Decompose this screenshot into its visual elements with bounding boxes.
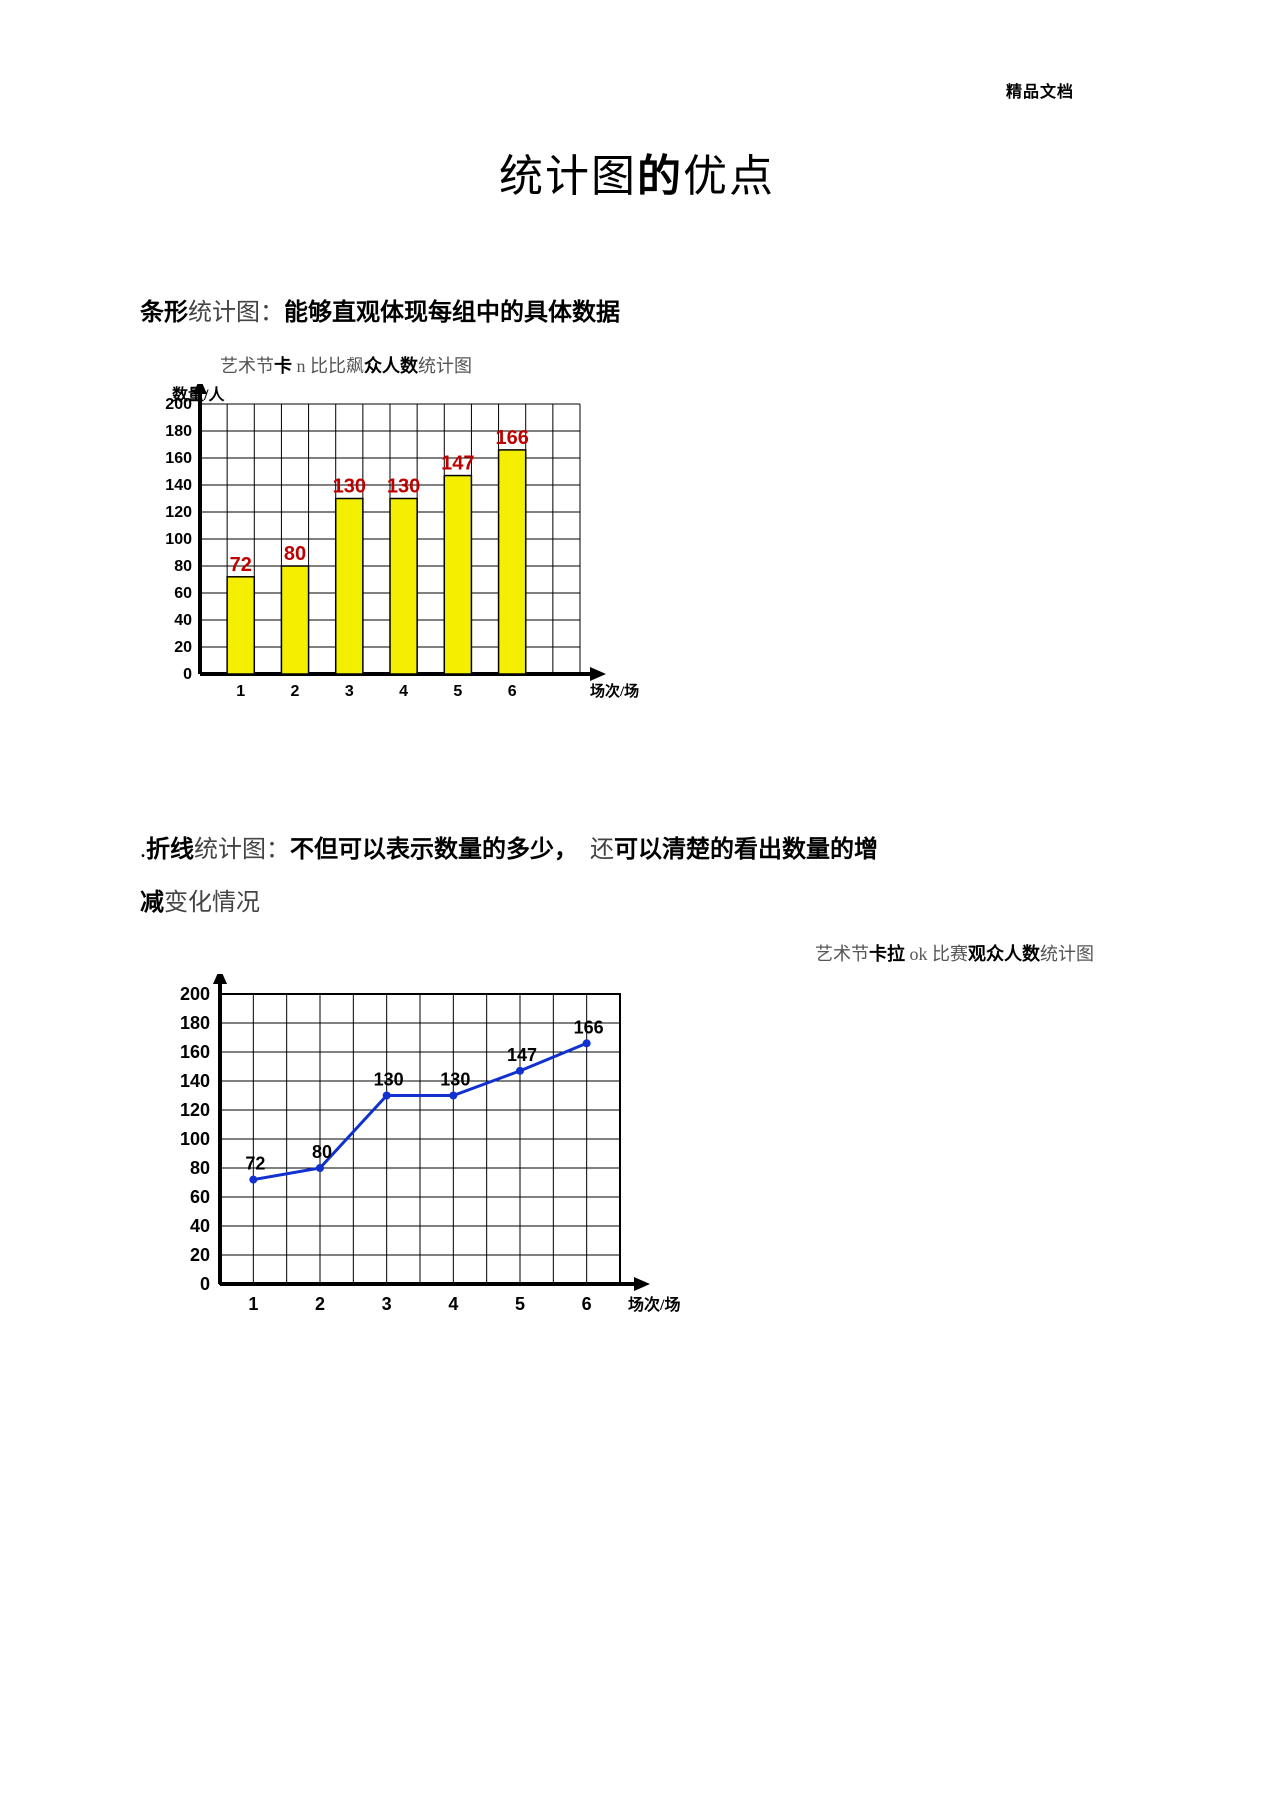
bar-chart: 020406080100120140160180200数量/人721802130… bbox=[140, 384, 660, 744]
svg-text:130: 130 bbox=[387, 476, 420, 498]
svg-text:0: 0 bbox=[200, 1274, 210, 1294]
svg-text:130: 130 bbox=[374, 1069, 404, 1089]
svg-text:场次/场: 场次/场 bbox=[590, 682, 639, 700]
section2-p6: 减 bbox=[140, 890, 164, 916]
svg-text:20: 20 bbox=[174, 639, 192, 656]
svg-text:140: 140 bbox=[180, 1071, 210, 1091]
line-chart-caption: 艺术节卡拉 ok 比赛观众人数统计图 bbox=[140, 940, 1094, 966]
svg-text:2: 2 bbox=[291, 683, 300, 700]
svg-text:0: 0 bbox=[183, 666, 192, 683]
svg-text:72: 72 bbox=[230, 554, 252, 576]
svg-text:80: 80 bbox=[174, 558, 192, 575]
line-caption-mid: ok 比赛 bbox=[905, 944, 968, 964]
svg-text:130: 130 bbox=[440, 1069, 470, 1089]
svg-text:2: 2 bbox=[315, 1294, 325, 1314]
section2-p5: 可以清楚的看出数量的增 bbox=[614, 837, 878, 863]
title-part-2: 的 bbox=[637, 152, 683, 201]
svg-text:1: 1 bbox=[236, 683, 245, 700]
svg-text:180: 180 bbox=[165, 423, 192, 440]
svg-text:120: 120 bbox=[180, 1100, 210, 1120]
section1-heading: 条形统计图：能够直观体现每组中的具体数据 bbox=[140, 294, 1134, 332]
bar-caption-prefix: 艺术节 bbox=[220, 356, 274, 376]
line-caption-b2: 观众人数 bbox=[968, 944, 1040, 964]
svg-text:72: 72 bbox=[245, 1154, 265, 1174]
section2-p1: 折线 bbox=[146, 837, 194, 863]
section1-prefix: 条形 bbox=[140, 300, 188, 326]
line-chart-svg: 0204060801001201401601802007218021303130… bbox=[150, 974, 710, 1354]
header-mark: 精品文档 bbox=[1006, 78, 1074, 102]
svg-text:130: 130 bbox=[333, 476, 366, 498]
bar-caption-suffix: 统计图 bbox=[418, 356, 472, 376]
line-chart: 0204060801001201401601802007218021303130… bbox=[150, 974, 710, 1354]
svg-text:160: 160 bbox=[180, 1042, 210, 1062]
svg-text:80: 80 bbox=[190, 1158, 210, 1178]
svg-text:200: 200 bbox=[180, 984, 210, 1004]
svg-text:4: 4 bbox=[399, 683, 408, 700]
section2-p3: 不但可以表示数量的多少， bbox=[290, 837, 578, 863]
svg-text:100: 100 bbox=[180, 1129, 210, 1149]
section2-para: .折线统计图：不但可以表示数量的多少， 还可以清楚的看出数量的增减变化情况 bbox=[140, 824, 1134, 930]
title-part-1: 统计图 bbox=[499, 152, 637, 201]
section2-p2: 统计图： bbox=[194, 837, 290, 863]
bar-caption-b2: 众人数 bbox=[364, 356, 418, 376]
svg-text:140: 140 bbox=[165, 477, 192, 494]
svg-text:147: 147 bbox=[441, 453, 474, 475]
svg-text:166: 166 bbox=[574, 1017, 604, 1037]
svg-text:80: 80 bbox=[312, 1142, 332, 1162]
section2-p4: 还 bbox=[590, 837, 614, 863]
section2-p7: 变化情况 bbox=[164, 890, 260, 916]
svg-text:4: 4 bbox=[448, 1294, 458, 1314]
bar-caption-b1: 卡 bbox=[274, 356, 292, 376]
svg-text:6: 6 bbox=[508, 683, 517, 700]
page-title: 统计图的优点 bbox=[140, 140, 1134, 204]
bar-chart-caption: 艺术节卡 n 比比飙众人数统计图 bbox=[220, 352, 1134, 378]
svg-text:160: 160 bbox=[165, 450, 192, 467]
svg-text:100: 100 bbox=[165, 531, 192, 548]
svg-text:60: 60 bbox=[174, 585, 192, 602]
bar-chart-svg: 020406080100120140160180200数量/人721802130… bbox=[140, 384, 660, 744]
svg-text:3: 3 bbox=[382, 1294, 392, 1314]
svg-text:147: 147 bbox=[507, 1045, 537, 1065]
line-caption-b1: 卡拉 bbox=[869, 944, 905, 964]
svg-text:1: 1 bbox=[248, 1294, 258, 1314]
svg-text:180: 180 bbox=[180, 1013, 210, 1033]
svg-text:3: 3 bbox=[345, 683, 354, 700]
title-part-3: 优点 bbox=[683, 152, 775, 201]
document-page: 精品文档 统计图的优点 条形统计图：能够直观体现每组中的具体数据 艺术节卡 n … bbox=[0, 0, 1274, 1804]
svg-text:5: 5 bbox=[453, 683, 462, 700]
svg-text:场次/场: 场次/场 bbox=[628, 1295, 680, 1314]
svg-text:60: 60 bbox=[190, 1187, 210, 1207]
line-caption-prefix: 艺术节 bbox=[815, 944, 869, 964]
svg-text:120: 120 bbox=[165, 504, 192, 521]
section1-bold: 能够直观体现每组中的具体数据 bbox=[284, 300, 620, 326]
section1-mid: 统计图： bbox=[188, 300, 284, 326]
svg-text:80: 80 bbox=[284, 543, 306, 565]
svg-text:166: 166 bbox=[495, 427, 528, 449]
bar-caption-mid: n 比比飙 bbox=[292, 356, 364, 376]
svg-text:20: 20 bbox=[190, 1245, 210, 1265]
svg-text:40: 40 bbox=[190, 1216, 210, 1236]
svg-text:6: 6 bbox=[582, 1294, 592, 1314]
svg-text:40: 40 bbox=[174, 612, 192, 629]
svg-text:5: 5 bbox=[515, 1294, 525, 1314]
line-caption-suffix: 统计图 bbox=[1040, 944, 1094, 964]
